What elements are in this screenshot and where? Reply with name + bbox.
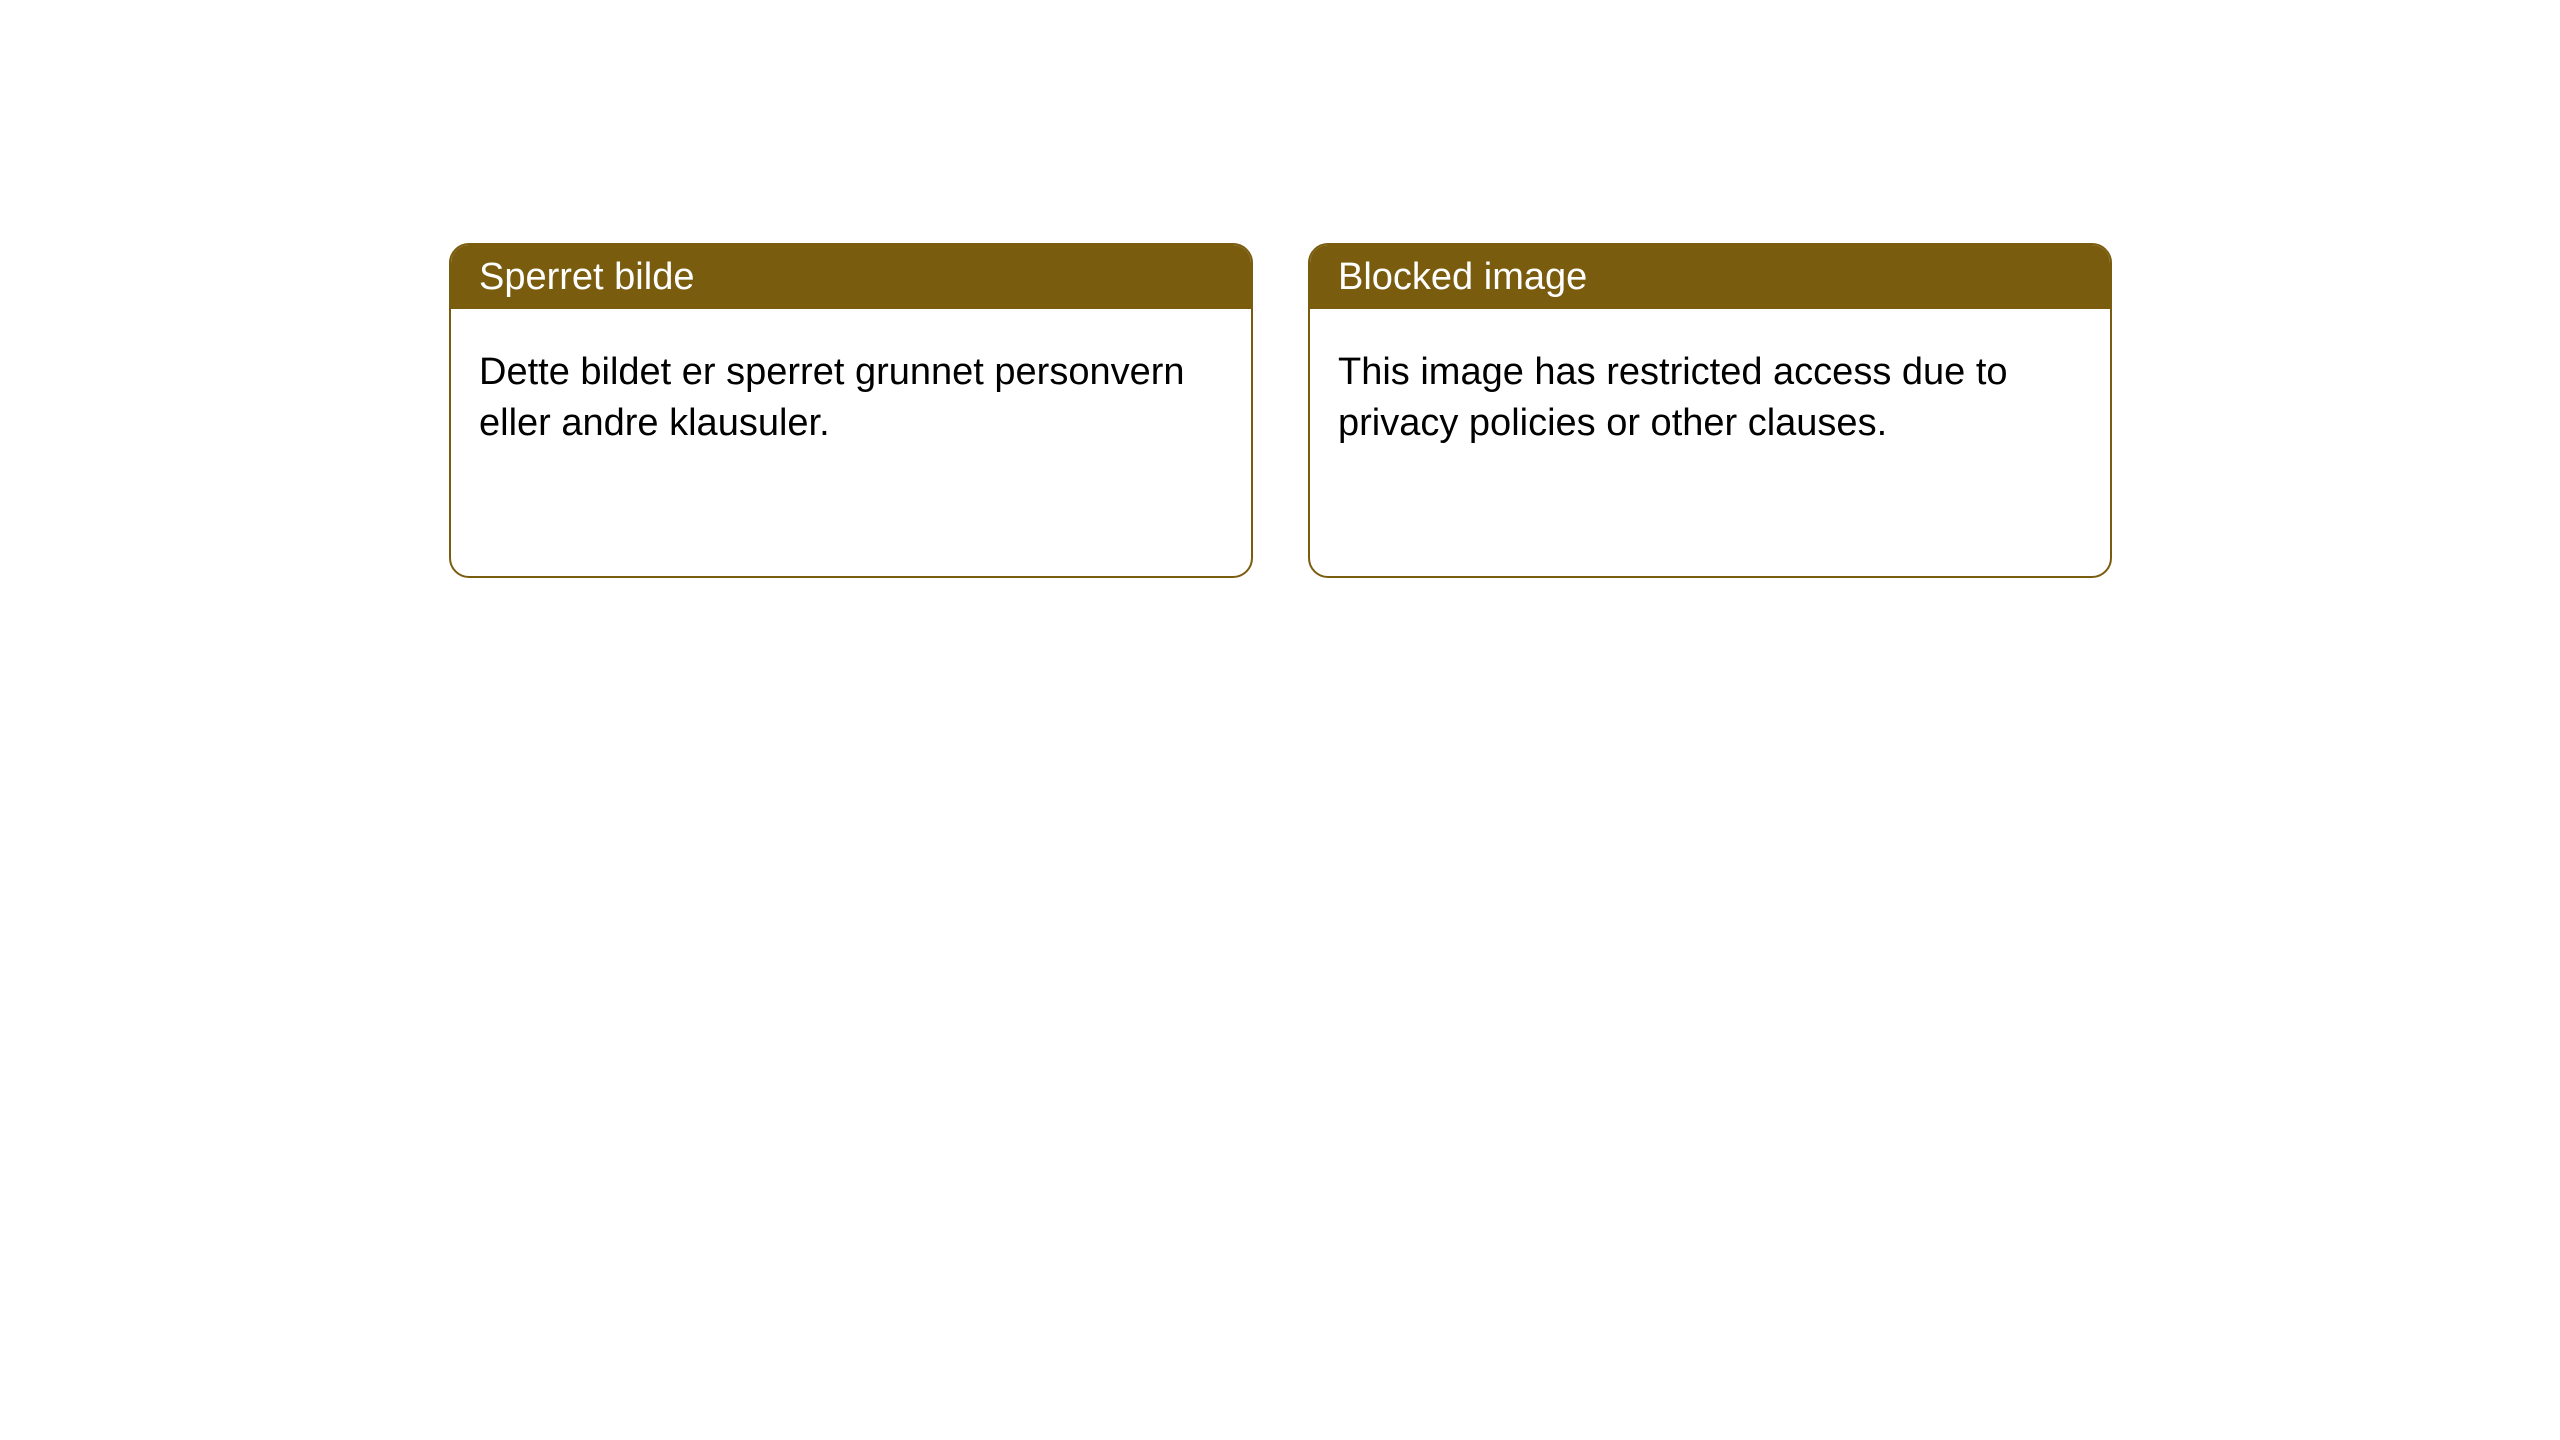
notice-title: Blocked image bbox=[1338, 256, 1587, 299]
notice-header: Blocked image bbox=[1310, 245, 2110, 309]
notice-title: Sperret bilde bbox=[479, 256, 694, 299]
notice-card-norwegian: Sperret bilde Dette bildet er sperret gr… bbox=[449, 243, 1253, 578]
notice-body: Dette bildet er sperret grunnet personve… bbox=[451, 309, 1251, 488]
notice-body-text: Dette bildet er sperret grunnet personve… bbox=[479, 351, 1185, 444]
notice-card-english: Blocked image This image has restricted … bbox=[1308, 243, 2112, 578]
notice-header: Sperret bilde bbox=[451, 245, 1251, 309]
notice-body: This image has restricted access due to … bbox=[1310, 309, 2110, 488]
notice-body-text: This image has restricted access due to … bbox=[1338, 351, 2008, 444]
notice-container: Sperret bilde Dette bildet er sperret gr… bbox=[0, 0, 2560, 578]
